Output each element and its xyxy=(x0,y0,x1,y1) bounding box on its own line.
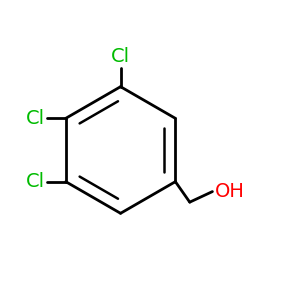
Text: Cl: Cl xyxy=(111,47,130,66)
Text: Cl: Cl xyxy=(26,172,45,191)
Text: Cl: Cl xyxy=(26,109,45,128)
Text: OH: OH xyxy=(215,182,244,201)
